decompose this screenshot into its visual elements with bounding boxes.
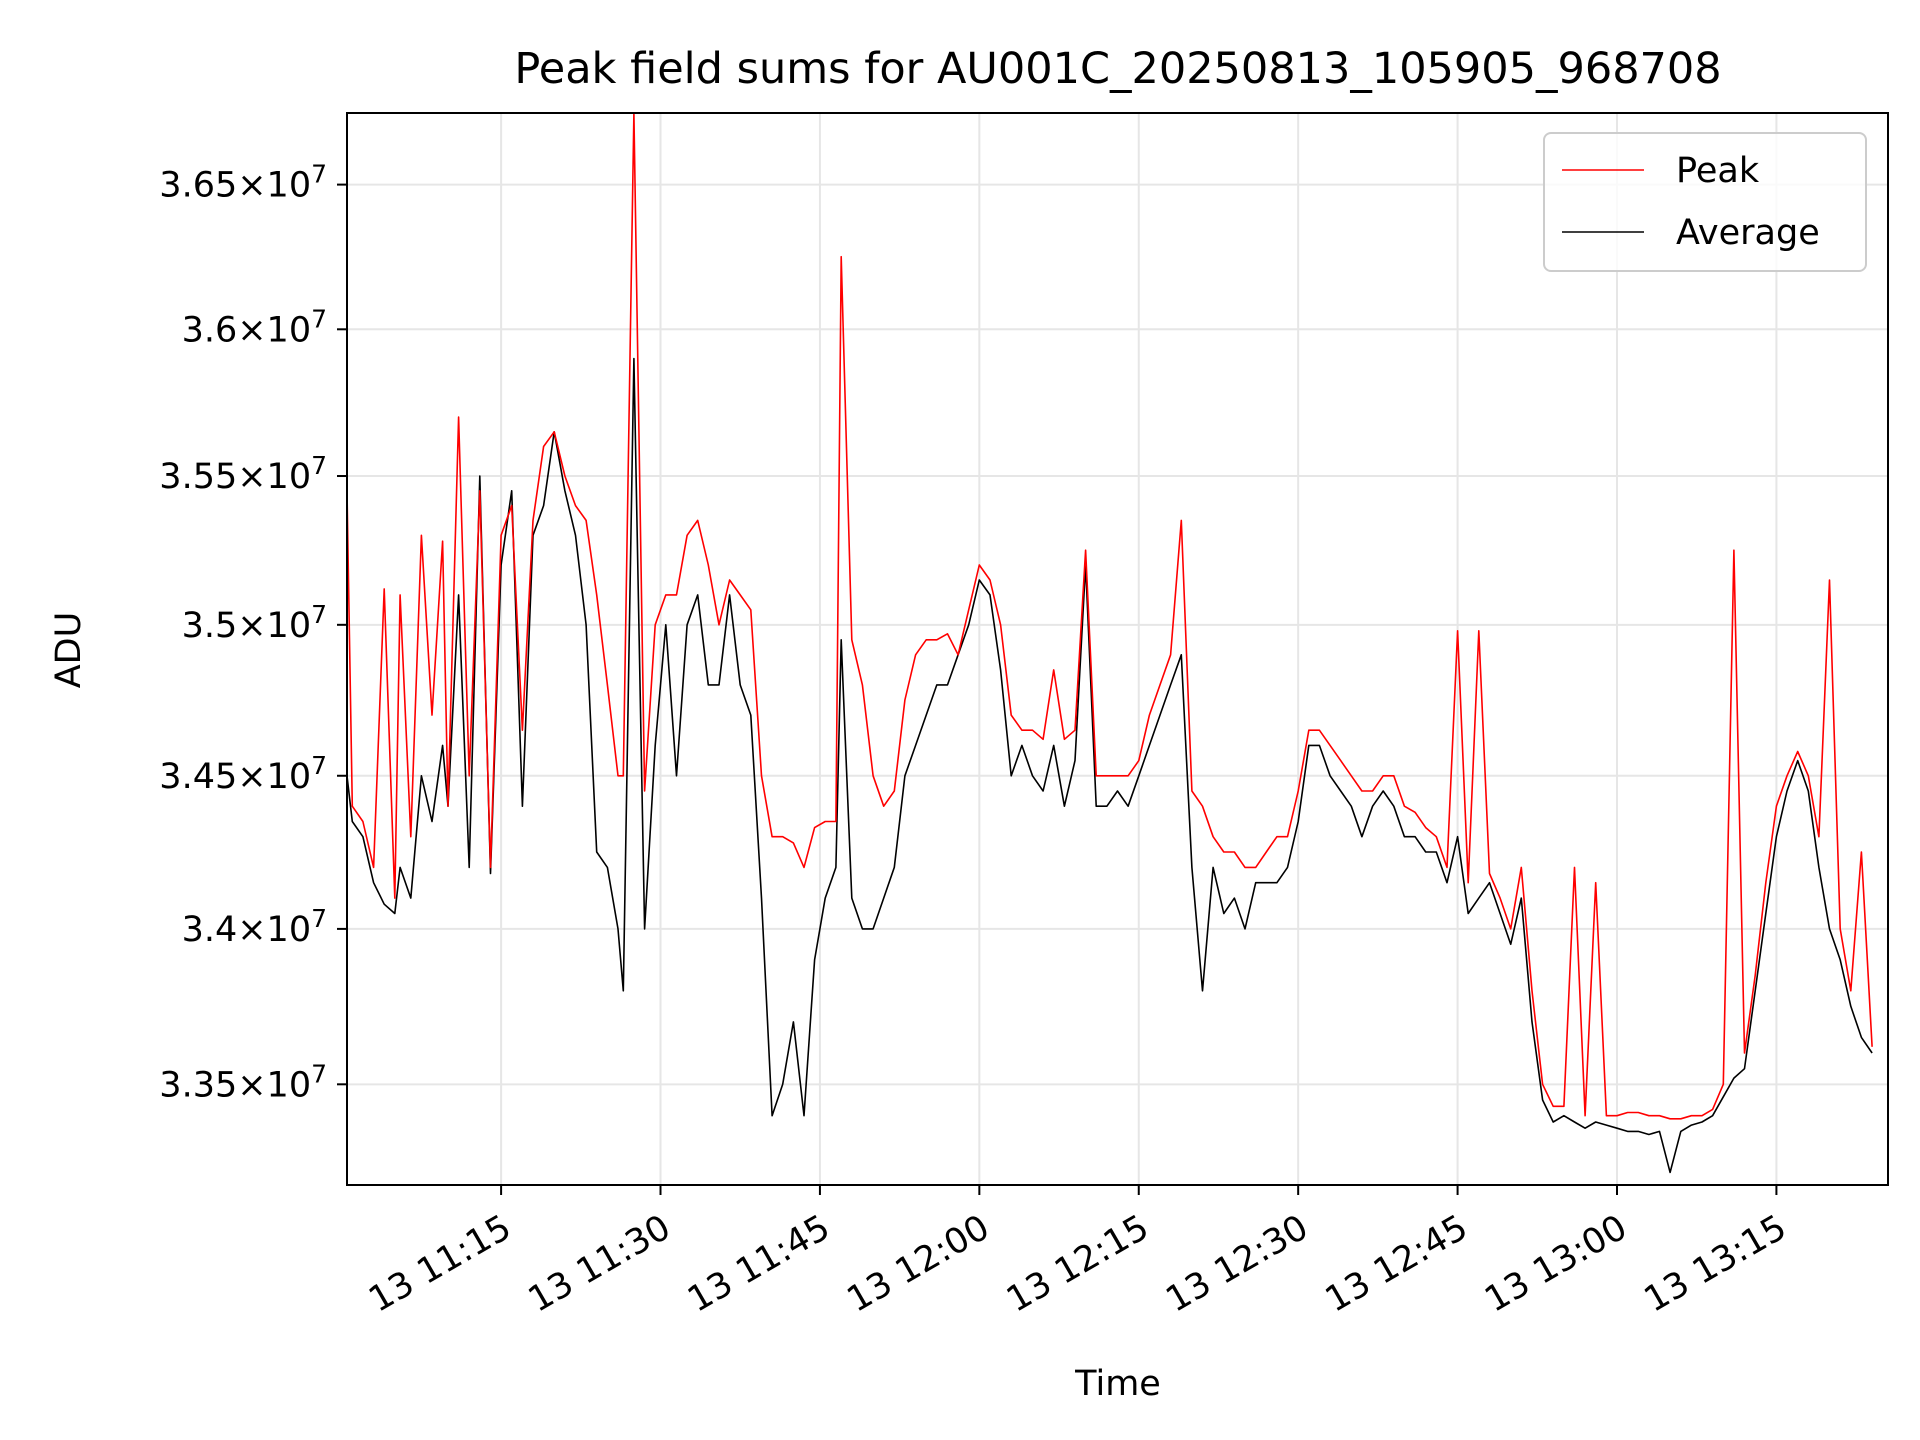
y-tick-label: 3.65×107 — [159, 160, 327, 206]
chart-title: Peak field sums for AU001C_20250813_1059… — [514, 44, 1721, 94]
y-axis-label: ADU — [49, 612, 89, 689]
axes-frame — [346, 112, 1889, 1186]
plot-area — [347, 113, 1873, 1174]
legend-label-average: Average — [1676, 213, 1820, 253]
series-line-average — [347, 357, 1873, 1174]
legend: Peak Average — [1543, 132, 1867, 272]
y-tick-label: 3.6×107 — [182, 304, 327, 350]
y-tick-label: 3.5×107 — [182, 600, 327, 646]
legend-box — [1543, 132, 1867, 272]
y-tick-label: 3.45×107 — [159, 751, 327, 797]
series-line-peak — [347, 113, 1873, 1120]
y-tick-label: 3.4×107 — [182, 904, 327, 950]
y-tick-label: 3.55×107 — [159, 451, 327, 497]
y-axis: 3.35×107 3.4×107 3.45×107 3.5×107 3.55×107 3.… — [159, 160, 347, 1105]
legend-label-peak: Peak — [1676, 151, 1760, 191]
y-tick-label: 3.35×107 — [159, 1059, 327, 1105]
x-axis-label: Time — [1074, 1364, 1161, 1404]
